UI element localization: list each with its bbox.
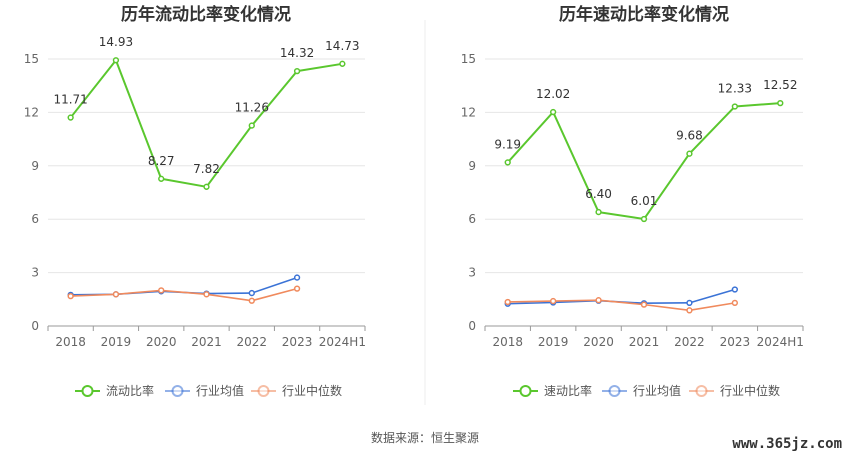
data-point-main-ratio xyxy=(248,122,255,129)
legend-marker xyxy=(695,385,708,397)
chart-title: 历年速动比率变化情况 xyxy=(559,4,729,25)
y-tick-label: 6 xyxy=(31,212,39,226)
legend-label: 速动比率 xyxy=(544,383,592,398)
x-tick-label: 2022 xyxy=(237,335,268,349)
data-point-industry-median xyxy=(293,285,301,292)
data-label: 7.82 xyxy=(193,162,220,176)
data-point-main-ratio xyxy=(731,103,739,110)
data-point-industry-median xyxy=(595,297,602,304)
quick-ratio-chart: 历年速动比率变化情况 0 3 6 9 12 15 2018 2019 2020 2021 2022 20… xyxy=(461,4,804,398)
y-tick-label: 6 xyxy=(468,212,476,226)
data-label: 14.73 xyxy=(325,39,359,53)
data-label: 12.33 xyxy=(718,82,752,96)
x-tick-label: 2018 xyxy=(492,335,523,349)
data-point-industry-median xyxy=(504,298,511,306)
data-point-industry-median xyxy=(640,301,648,308)
y-tick-label: 15 xyxy=(24,52,39,66)
data-point-main-ratio xyxy=(112,57,120,64)
chart-title: 历年流动比率变化情况 xyxy=(121,4,291,25)
data-point-main-ratio xyxy=(640,215,648,223)
legend-marker xyxy=(171,385,184,397)
data-point-industry-median xyxy=(158,287,165,294)
data-point-main-ratio xyxy=(67,114,74,121)
legend-marker xyxy=(81,385,94,397)
legend-label: 行业中位数 xyxy=(282,383,342,398)
data-point-industry-median xyxy=(203,291,210,298)
data-label: 12.02 xyxy=(536,87,570,101)
legend-marker xyxy=(257,385,270,397)
data-label: 9.19 xyxy=(494,137,521,151)
y-tick-label: 3 xyxy=(31,266,39,280)
legend-label: 行业均值 xyxy=(196,383,244,398)
data-label: 11.26 xyxy=(235,101,269,115)
data-source-text: 数据来源：恒生聚源 xyxy=(371,430,479,445)
data-point-industry-mean xyxy=(731,286,739,293)
y-tick-label: 9 xyxy=(468,159,476,173)
data-point-main-ratio xyxy=(339,60,346,67)
data-point-main-ratio xyxy=(549,108,557,116)
data-label: 6.40 xyxy=(585,187,612,201)
data-point-industry-median xyxy=(248,297,255,304)
data-point-industry-mean xyxy=(248,289,255,297)
x-tick-label: 2021 xyxy=(629,335,660,349)
y-tick-label: 0 xyxy=(468,319,476,333)
data-label: 6.01 xyxy=(631,194,658,208)
data-point-main-ratio xyxy=(504,159,511,166)
x-tick-label: 2023 xyxy=(720,335,751,349)
data-point-industry-median xyxy=(112,291,120,298)
y-tick-label: 12 xyxy=(24,105,39,119)
x-tick-label: 2019 xyxy=(101,335,132,349)
data-point-main-ratio xyxy=(686,150,693,157)
data-point-industry-median xyxy=(686,307,693,314)
data-point-industry-median xyxy=(731,299,739,307)
x-tick-label: 2023 xyxy=(282,335,313,349)
legend-label: 流动比率 xyxy=(106,383,154,398)
data-label: 14.93 xyxy=(99,35,133,49)
data-point-main-ratio xyxy=(595,208,602,216)
legend-marker xyxy=(608,385,621,397)
data-label: 12.52 xyxy=(763,78,797,92)
data-label: 14.32 xyxy=(280,46,314,60)
data-label: 11.71 xyxy=(53,93,87,107)
data-point-industry-mean xyxy=(293,274,301,281)
data-point-main-ratio xyxy=(777,99,784,107)
x-tick-label: 2022 xyxy=(674,335,705,349)
data-point-industry-mean xyxy=(686,299,693,307)
x-tick-label: 2024H1 xyxy=(757,335,804,349)
legend-label: 行业中位数 xyxy=(720,383,780,398)
x-tick-label: 2018 xyxy=(55,335,86,349)
legend-label: 行业均值 xyxy=(633,383,681,398)
y-tick-label: 9 xyxy=(31,159,39,173)
x-tick-label: 2019 xyxy=(538,335,569,349)
data-point-industry-median xyxy=(67,292,74,300)
y-tick-label: 0 xyxy=(31,319,39,333)
y-tick-label: 15 xyxy=(461,52,476,66)
series-line-industry-median xyxy=(507,299,735,312)
y-tick-label: 3 xyxy=(468,266,476,280)
x-tick-label: 2020 xyxy=(583,335,614,349)
current-ratio-chart: 历年流动比率变化情况 0 3 6 9 12 15 2018 2019 2020 2021 2022 20… xyxy=(24,4,366,398)
data-label: 9.68 xyxy=(676,129,703,143)
data-point-main-ratio xyxy=(158,175,165,182)
x-tick-label: 2024H1 xyxy=(319,335,366,349)
y-tick-label: 12 xyxy=(461,105,476,119)
x-tick-label: 2021 xyxy=(191,335,222,349)
data-point-industry-median xyxy=(549,297,557,305)
legend-marker xyxy=(519,385,532,397)
data-point-main-ratio xyxy=(203,183,210,190)
data-label: 8.27 xyxy=(148,154,175,168)
series-line-industry-median xyxy=(70,287,298,302)
data-point-main-ratio xyxy=(293,67,301,75)
watermark-text: www.365jz.com xyxy=(732,436,842,452)
x-tick-label: 2020 xyxy=(146,335,177,349)
